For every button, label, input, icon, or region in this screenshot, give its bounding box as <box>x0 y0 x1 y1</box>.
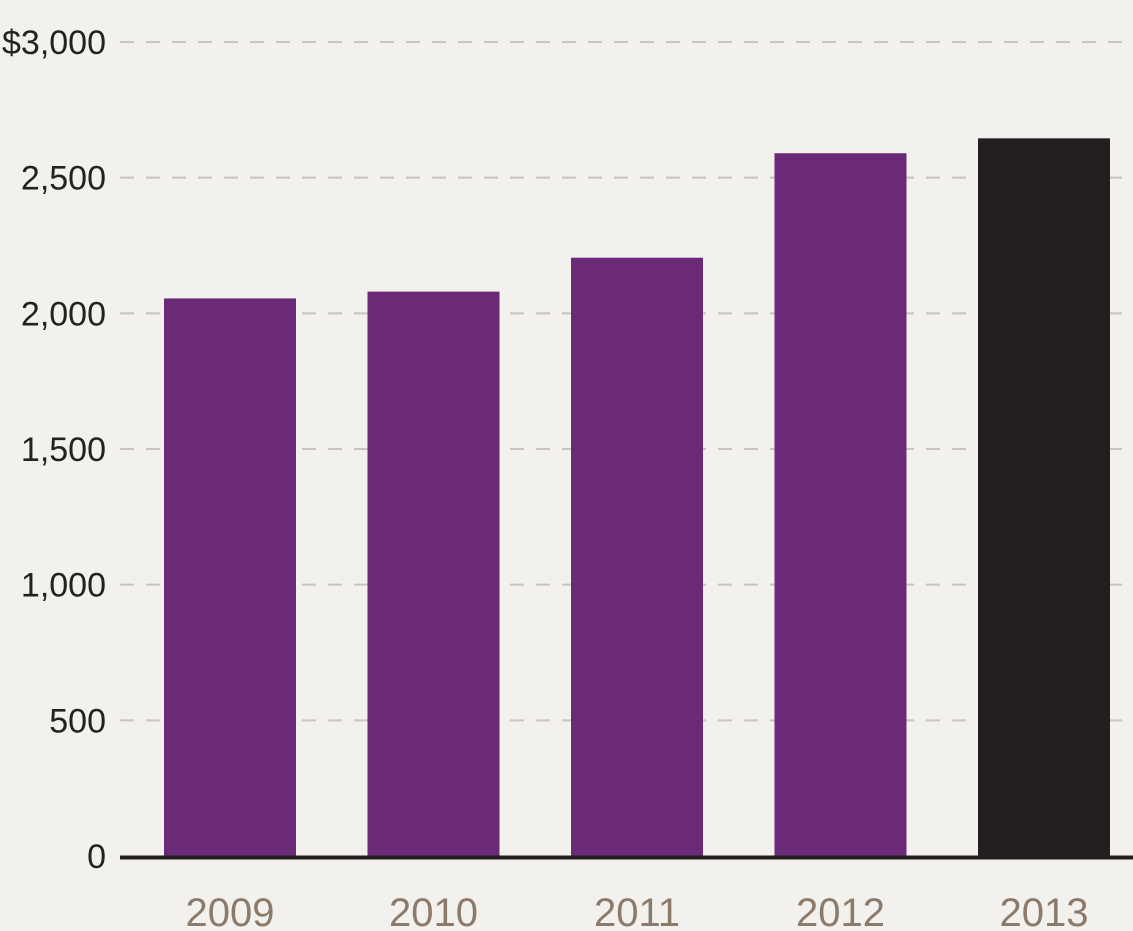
bar-2012 <box>774 153 907 856</box>
x-category-label: 2010 <box>389 891 478 931</box>
y-tick-label: 1,000 <box>21 567 106 605</box>
bars <box>164 138 1110 857</box>
bar-2009 <box>164 298 296 856</box>
x-category-label: 2011 <box>594 891 680 931</box>
x-axis-category-labels: 2009 2010 2011 2012 2013 <box>186 891 1089 931</box>
y-axis-tick-labels: 0 500 1,000 1,500 2,000 2,500 $3,000 <box>2 24 106 876</box>
y-tick-label: 2,000 <box>21 295 106 333</box>
bar-2011 <box>571 257 703 857</box>
x-category-label: 2009 <box>186 891 275 931</box>
bar-2013 <box>978 138 1110 856</box>
bar-2010 <box>367 291 500 856</box>
y-tick-label: $3,000 <box>2 24 106 62</box>
y-tick-label: 500 <box>49 702 106 740</box>
y-tick-label: 0 <box>87 838 106 876</box>
x-category-label: 2012 <box>796 891 885 931</box>
y-tick-label: 1,500 <box>21 431 106 469</box>
y-tick-label: 2,500 <box>21 160 106 198</box>
x-category-label: 2013 <box>1000 891 1089 931</box>
